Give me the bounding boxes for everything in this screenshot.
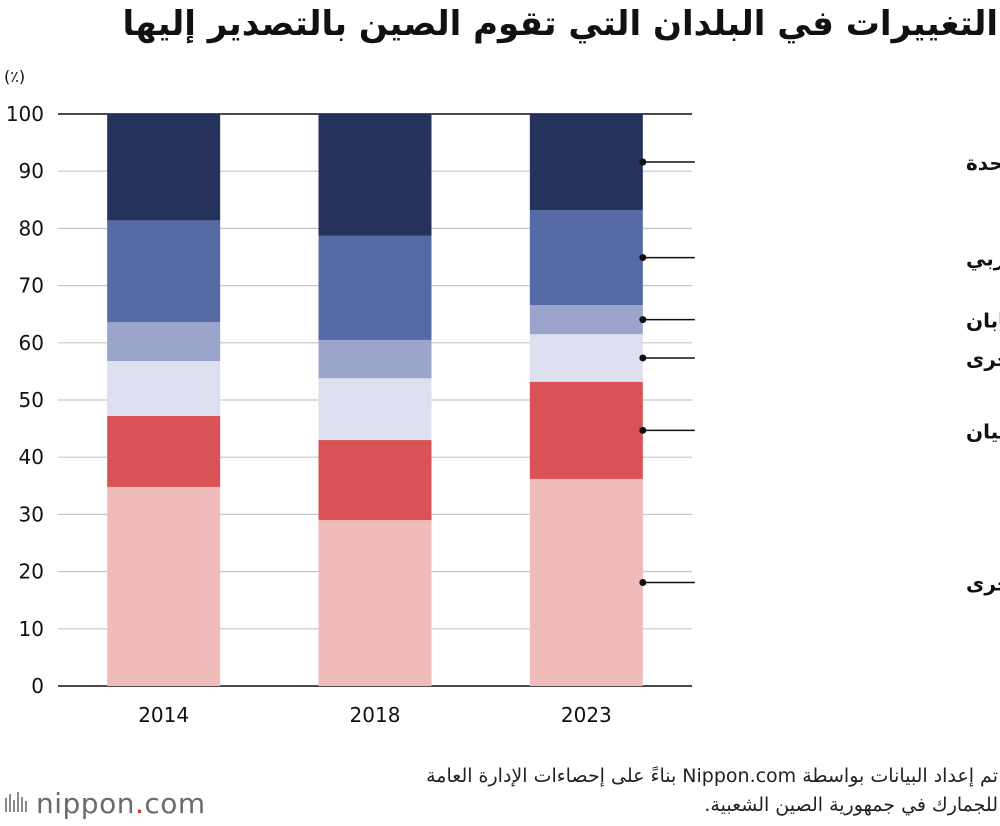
axis-labels: 0 10 20 30 40 50 60 70 80 90 100 2014 2018 2023 xyxy=(6,102,612,727)
y-tick-label: 40 xyxy=(19,445,44,469)
legend-label-2: الاقتصادات المتقدمة الأخرى xyxy=(966,346,1000,371)
y-tick-label: 0 xyxy=(31,674,44,698)
legend-label-0: الاقتصادات النامية الأخرى xyxy=(966,570,1000,595)
logo-dot: . xyxy=(134,786,145,820)
nippon-logo[interactable]: nippon.com xyxy=(4,786,206,820)
y-tick-label: 60 xyxy=(19,331,44,355)
y-tick-label: 90 xyxy=(19,159,44,183)
x-tick-label: 2023 xyxy=(561,703,612,727)
bar-2018-series-2 xyxy=(318,378,432,441)
bar-2014-series-4 xyxy=(107,220,221,323)
bar-2023-series-1 xyxy=(529,381,643,479)
bar-2023-series-5 xyxy=(529,114,643,211)
legend-label-4: الاتحاد الأوربي xyxy=(966,246,1000,272)
bar-2023-series-2 xyxy=(529,334,643,382)
bar-2023-series-0 xyxy=(529,478,643,686)
y-tick-label: 10 xyxy=(19,617,44,641)
bar-2023-series-4 xyxy=(529,210,643,306)
y-tick-label: 80 xyxy=(19,216,44,240)
y-tick-label: 70 xyxy=(19,274,44,298)
y-axis-unit-label: (٪) xyxy=(4,67,25,86)
bar-segments xyxy=(107,114,643,686)
x-tick-label: 2018 xyxy=(350,703,401,727)
bar-2018-series-0 xyxy=(318,520,432,686)
bar-2023-series-3 xyxy=(529,305,643,335)
y-tick-label: 50 xyxy=(19,388,44,412)
legend-label-5: الولايات المتحدة xyxy=(966,151,1000,175)
source-line-2: للجمارك في جمهورية الصين الشعبية. xyxy=(704,794,998,816)
bar-2014-series-5 xyxy=(107,114,221,221)
logo-suffix: com xyxy=(144,786,206,820)
bar-2018-series-3 xyxy=(318,339,432,379)
logo-bars-icon xyxy=(5,792,27,812)
bar-2014-series-0 xyxy=(107,486,221,686)
logo-text: nippon.com xyxy=(36,787,206,820)
source-note: تم إعداد البيانات بواسطة Nippon.com بناء… xyxy=(258,762,998,820)
logo-name: nippon xyxy=(36,786,135,820)
x-tick-label: 2014 xyxy=(138,703,189,727)
chart-title: التغييرات في البلدان التي تقوم الصين بال… xyxy=(122,4,998,44)
bar-2018-series-4 xyxy=(318,235,432,340)
bar-2014-series-1 xyxy=(107,416,221,487)
bar-2018-series-1 xyxy=(318,440,432,521)
bar-2014-series-3 xyxy=(107,322,221,362)
y-tick-label: 30 xyxy=(19,502,44,526)
y-tick-label: 20 xyxy=(19,560,44,584)
y-tick-label: 100 xyxy=(6,102,44,126)
legend-label-3: اليابان xyxy=(966,309,1000,333)
legend-label-1: آسيان xyxy=(966,418,1000,443)
legend: الاقتصادات النامية الأخرى آسيان الاقتصادات… xyxy=(639,151,1000,595)
source-line-1: تم إعداد البيانات بواسطة Nippon.com بناء… xyxy=(426,765,998,787)
bar-2014-series-2 xyxy=(107,361,221,417)
bar-2018-series-5 xyxy=(318,114,432,236)
